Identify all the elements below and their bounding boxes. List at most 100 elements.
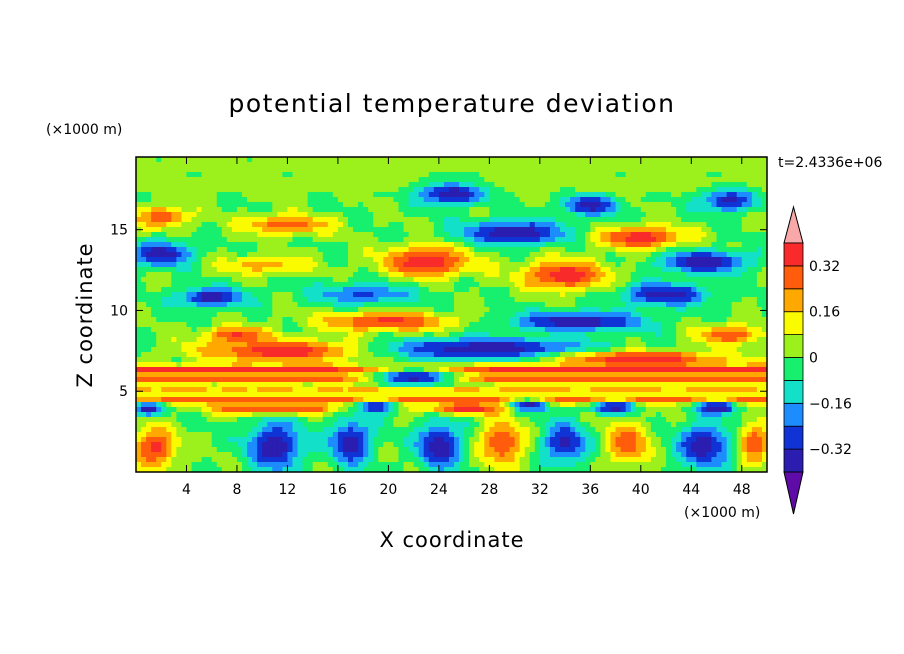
contour-cell: [560, 222, 566, 228]
contour-cell: [141, 277, 147, 283]
contour-cell: [257, 262, 263, 268]
contour-cell: [312, 172, 319, 178]
contour-cell: [565, 297, 571, 303]
contour-cell: [605, 277, 612, 283]
contour-cell: [474, 232, 480, 238]
contour-cell: [479, 342, 485, 348]
contour-cell: [267, 172, 273, 178]
contour-cell: [368, 192, 374, 198]
contour-cell: [721, 167, 728, 173]
contour-cell: [287, 312, 294, 318]
contour-cell: [443, 212, 450, 218]
contour-cell: [630, 257, 637, 263]
contour-cell: [257, 327, 263, 333]
contour-cell: [418, 272, 425, 278]
contour-cell: [287, 262, 294, 268]
contour-cell: [681, 302, 687, 308]
contour-cell: [544, 267, 551, 273]
contour-cell: [580, 232, 586, 238]
contour-cell: [231, 347, 238, 353]
contour-cell: [716, 307, 723, 313]
contour-cell: [731, 227, 738, 233]
contour-cell: [267, 187, 273, 193]
contour-cell: [267, 162, 273, 168]
contour-cell: [630, 167, 637, 173]
contour-cell: [216, 157, 223, 163]
contour-cell: [136, 197, 142, 203]
contour-cell: [696, 207, 702, 213]
contour-cell: [282, 352, 289, 358]
contour-cell: [565, 317, 571, 323]
contour-cell: [247, 247, 253, 253]
contour-cell: [726, 302, 733, 308]
contour-cell: [625, 307, 632, 313]
contour-cell: [277, 202, 283, 208]
contour-cell: [756, 292, 763, 298]
contour-cell: [282, 167, 289, 173]
contour-cell: [469, 157, 475, 163]
contour-cell: [640, 157, 647, 163]
contour-cell: [166, 272, 172, 278]
contour-cell: [504, 157, 511, 163]
contour-cell: [201, 202, 208, 208]
contour-cell: [640, 187, 647, 193]
contour-cell: [741, 217, 748, 223]
contour-cell: [136, 237, 142, 243]
contour-cell: [332, 312, 339, 318]
contour-cell: [423, 267, 430, 273]
contour-cell: [575, 267, 581, 273]
contour-cell: [332, 292, 339, 298]
contour-cell: [459, 332, 465, 338]
contour-cell: [494, 257, 501, 263]
contour-cell: [751, 282, 758, 288]
contour-cell: [383, 332, 389, 338]
contour-cell: [438, 212, 445, 218]
contour-cell: [353, 327, 359, 333]
contour-cell: [610, 267, 617, 273]
contour-cell: [746, 322, 753, 328]
contour-cell: [560, 252, 566, 258]
contour-cell: [373, 227, 379, 233]
contour-cell: [262, 327, 268, 333]
contour-cell: [378, 197, 384, 203]
contour-cell: [549, 257, 556, 263]
contour-cell: [585, 327, 591, 333]
contour-cell: [605, 292, 612, 298]
contour-cell: [625, 352, 632, 358]
contour-cell: [342, 252, 349, 258]
contour-cell: [226, 252, 233, 258]
contour-cell: [443, 177, 450, 183]
contour-cell: [560, 297, 566, 303]
contour-cell: [524, 287, 531, 293]
contour-cell: [216, 327, 223, 333]
contour-cell: [655, 307, 662, 313]
contour-cell: [726, 182, 733, 188]
contour-cell: [181, 307, 188, 313]
contour-cell: [242, 187, 248, 193]
contour-cell: [322, 257, 329, 263]
contour-cell: [595, 192, 602, 198]
contour-cell: [519, 242, 526, 248]
contour-cell: [348, 322, 354, 328]
contour-cell: [549, 227, 556, 233]
contour-cell: [156, 317, 162, 323]
contour-cell: [610, 282, 617, 288]
contour-cell: [176, 187, 183, 193]
contour-cell: [635, 217, 642, 223]
contour-cell: [666, 342, 672, 348]
contour-cell: [277, 197, 283, 203]
contour-cell: [247, 212, 253, 218]
contour-cell: [368, 342, 374, 348]
contour-cell: [464, 292, 470, 298]
contour-cell: [671, 187, 677, 193]
contour-cell: [605, 187, 612, 193]
contour-cell: [524, 277, 531, 283]
contour-cell: [686, 182, 692, 188]
contour-cell: [671, 157, 677, 163]
contour-cell: [211, 277, 218, 283]
contour-cell: [302, 297, 309, 303]
contour-cell: [600, 182, 607, 188]
contour-cell: [625, 162, 632, 168]
contour-cell: [726, 337, 733, 343]
contour-cell: [267, 342, 273, 348]
